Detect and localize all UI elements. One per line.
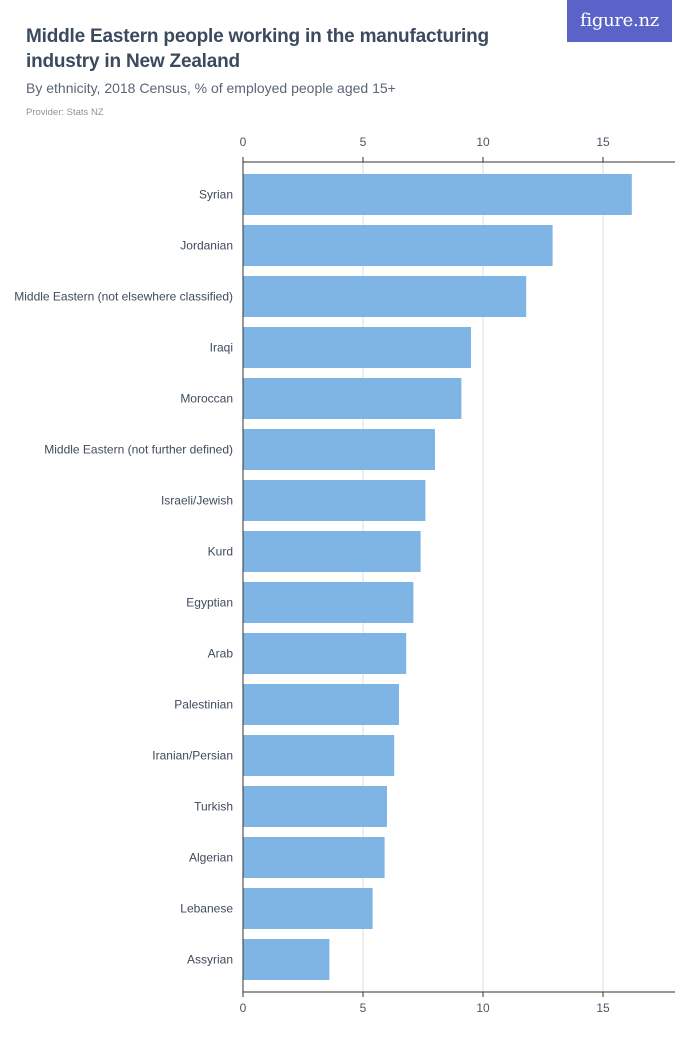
category-label: Arab — [208, 647, 234, 661]
bottom-tick-label: 10 — [476, 1001, 490, 1015]
bar-turkish[interactable] — [243, 786, 387, 827]
bar-iranian-persian[interactable] — [243, 735, 395, 776]
bar-moroccan[interactable] — [243, 378, 462, 419]
chart-title: Middle Eastern people working in the man… — [26, 26, 489, 72]
bar-lebanese[interactable] — [243, 888, 373, 929]
data-provider: Provider: Stats NZ — [26, 107, 104, 118]
category-label: Israeli/Jewish — [161, 494, 233, 508]
category-label: Iranian/Persian — [152, 749, 233, 763]
category-label: Iraqi — [210, 341, 233, 355]
category-label: Middle Eastern (not further defined) — [44, 443, 233, 457]
category-label: Moroccan — [180, 392, 233, 406]
bottom-tick-label: 5 — [360, 1001, 367, 1015]
category-label: Turkish — [194, 800, 233, 814]
bar-palestinian[interactable] — [243, 684, 399, 725]
category-label: Lebanese — [180, 902, 233, 916]
category-label: Jordanian — [180, 239, 233, 253]
top-tick-label: 0 — [240, 135, 247, 149]
bar-iraqi[interactable] — [243, 327, 471, 368]
figure-nz-logo[interactable]: figure.nz — [567, 0, 672, 42]
bar-arab[interactable] — [243, 633, 407, 674]
top-tick-label: 10 — [476, 135, 490, 149]
bottom-tick-label: 15 — [596, 1001, 610, 1015]
bottom-tick-label: 0 — [240, 1001, 247, 1015]
top-tick-label: 5 — [360, 135, 367, 149]
bar-algerian[interactable] — [243, 837, 385, 878]
category-label: Kurd — [208, 545, 233, 559]
label-layer: Syrian Jordanian Middle Eastern (not elsew… — [14, 135, 610, 1015]
category-label: Palestinian — [174, 698, 233, 712]
category-label: Assyrian — [187, 953, 233, 967]
category-label: Egyptian — [186, 596, 233, 610]
category-label: Syrian — [199, 188, 233, 202]
top-tick-label: 15 — [596, 135, 610, 149]
bar-assyrian[interactable] — [243, 939, 330, 980]
chart-subtitle: By ethnicity, 2018 Census, % of employed… — [26, 80, 396, 96]
bar-egyptian[interactable] — [243, 582, 414, 623]
axis-layer — [242, 157, 675, 997]
category-label: Middle Eastern (not elsewhere classified… — [14, 290, 233, 304]
bar-middle-eastern-not-elsewhere-classified[interactable] — [243, 276, 527, 317]
bar-syrian[interactable] — [243, 174, 632, 215]
bar-israeli-jewish[interactable] — [243, 480, 426, 521]
bar-layer — [243, 174, 632, 980]
category-label: Algerian — [189, 851, 233, 865]
bar-middle-eastern-not-further-defined[interactable] — [243, 429, 435, 470]
bar-jordanian[interactable] — [243, 225, 553, 266]
bar-kurd[interactable] — [243, 531, 421, 572]
